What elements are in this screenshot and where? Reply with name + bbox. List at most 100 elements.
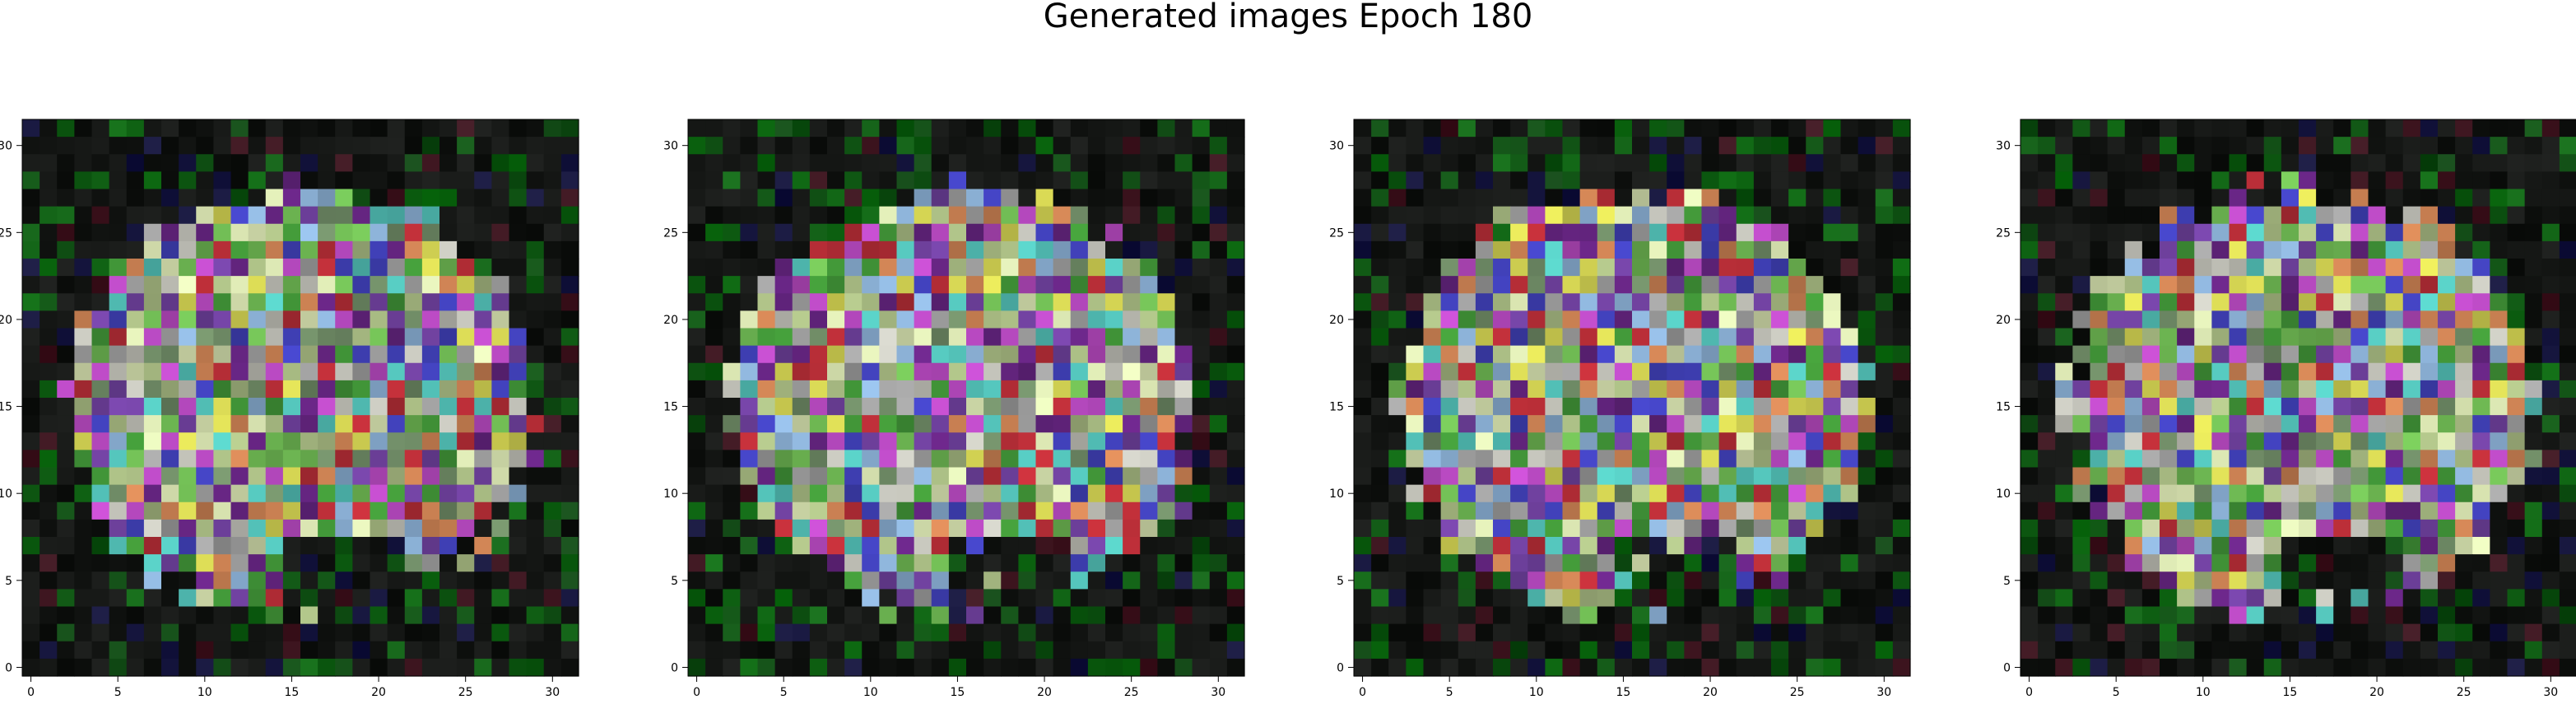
image-pixel xyxy=(827,519,845,538)
image-pixel xyxy=(740,641,759,660)
image-pixel xyxy=(1053,154,1072,172)
image-pixel xyxy=(2490,658,2509,677)
image-pixel xyxy=(2455,641,2473,660)
image-pixel xyxy=(265,293,284,311)
image-pixel xyxy=(983,276,1002,294)
image-pixel xyxy=(792,380,811,399)
image-pixel xyxy=(1406,206,1425,225)
image-pixel xyxy=(1192,293,1211,311)
image-pixel xyxy=(370,519,388,538)
image-pixel xyxy=(1226,240,1245,259)
image-pixel xyxy=(2507,589,2526,608)
image-pixel xyxy=(2472,467,2490,486)
image-pixel xyxy=(896,537,915,555)
image-pixel xyxy=(1562,189,1581,208)
image-pixel xyxy=(966,571,984,590)
image-pixel xyxy=(109,501,128,520)
image-pixel xyxy=(318,589,336,608)
image-pixel xyxy=(1806,658,1824,677)
image-pixel xyxy=(774,537,793,555)
image-pixel xyxy=(723,276,741,294)
image-pixel xyxy=(352,240,371,259)
image-pixel xyxy=(1475,554,1494,572)
image-pixel xyxy=(1174,589,1193,608)
image-pixel xyxy=(1545,450,1564,469)
image-pixel xyxy=(1806,259,1824,277)
image-pixel xyxy=(2368,259,2387,277)
image-pixel xyxy=(1087,362,1106,381)
image-pixel xyxy=(1597,484,1616,503)
image-pixel xyxy=(1406,362,1425,381)
image-pixel xyxy=(213,276,232,294)
image-pixel xyxy=(2160,519,2178,538)
image-pixel xyxy=(1174,554,1193,572)
image-pixel xyxy=(2229,154,2248,172)
image-pixel xyxy=(1771,519,1789,538)
image-pixel xyxy=(862,171,880,190)
image-pixel xyxy=(1423,171,1442,190)
image-pixel xyxy=(265,467,284,486)
image-pixel xyxy=(2490,137,2509,155)
image-pixel xyxy=(2541,240,2560,259)
image-pixel xyxy=(1579,432,1598,450)
image-pixel xyxy=(2385,554,2404,572)
image-pixel xyxy=(509,189,528,208)
image-pixel xyxy=(161,641,179,660)
image-pixel xyxy=(1053,171,1072,190)
image-pixel xyxy=(1684,206,1703,225)
image-pixel xyxy=(91,415,110,433)
image-pixel xyxy=(1858,171,1876,190)
image-pixel xyxy=(740,467,759,486)
image-pixel xyxy=(2160,571,2178,590)
image-pixel xyxy=(161,571,179,590)
image-pixel xyxy=(2472,240,2490,259)
image-pixel xyxy=(265,641,284,660)
image-pixel xyxy=(2107,450,2126,469)
image-pixel xyxy=(1510,484,1528,503)
image-pixel xyxy=(1105,658,1123,677)
image-pixel xyxy=(421,398,440,416)
image-pixel xyxy=(1527,137,1546,155)
image-pixel xyxy=(300,432,319,450)
x-tick-label: 20 xyxy=(1703,686,1718,699)
image-pixel xyxy=(931,432,950,450)
image-pixel xyxy=(318,484,336,503)
image-pixel xyxy=(2472,380,2490,399)
image-pixel xyxy=(1858,276,1876,294)
image-pixel xyxy=(844,484,863,503)
image-pixel xyxy=(109,119,128,138)
image-pixel xyxy=(2263,398,2282,416)
image-pixel xyxy=(1388,380,1407,399)
image-pixel xyxy=(370,345,388,364)
image-pixel xyxy=(1157,310,1176,329)
image-pixel xyxy=(1632,293,1650,311)
image-pixel xyxy=(1371,137,1389,155)
image-pixel xyxy=(1354,259,1372,277)
image-pixel xyxy=(2177,119,2195,138)
image-pixel xyxy=(740,240,759,259)
image-pixel xyxy=(282,345,301,364)
image-pixel xyxy=(1806,398,1824,416)
image-pixel xyxy=(1579,119,1598,138)
image-pixel xyxy=(57,240,75,259)
image-pixel xyxy=(230,259,249,277)
image-pixel xyxy=(2090,398,2109,416)
image-pixel xyxy=(1406,415,1425,433)
image-pixel xyxy=(2020,519,2039,538)
image-pixel xyxy=(757,223,776,242)
image-pixel xyxy=(1771,623,1789,642)
image-pixel xyxy=(2541,484,2560,503)
image-pixel xyxy=(1157,467,1176,486)
image-pixel xyxy=(2020,154,2039,172)
image-pixel xyxy=(2124,432,2143,450)
image-pixel xyxy=(1174,658,1193,677)
image-pixel xyxy=(457,362,475,381)
image-pixel xyxy=(543,450,562,469)
image-pixel xyxy=(2211,154,2230,172)
image-pixel xyxy=(230,223,249,242)
image-pixel xyxy=(1458,189,1476,208)
image-pixel xyxy=(2524,589,2543,608)
image-pixel xyxy=(1174,571,1193,590)
image-pixel xyxy=(335,171,353,190)
